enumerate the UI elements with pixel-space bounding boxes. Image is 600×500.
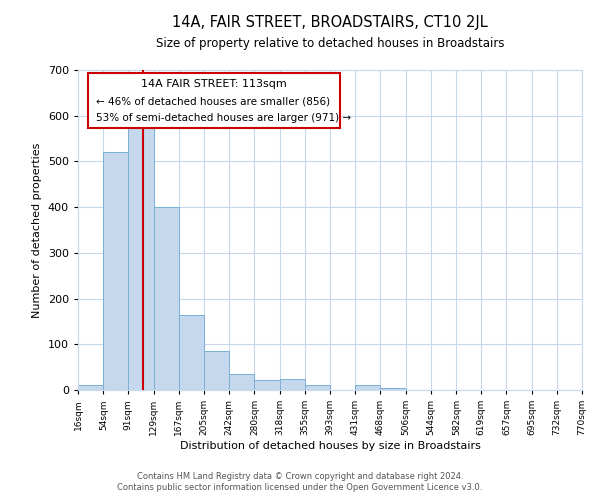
Bar bbox=[229, 374, 254, 390]
Bar bbox=[305, 384, 330, 390]
Text: Contains HM Land Registry data © Crown copyright and database right 2024.: Contains HM Land Registry data © Crown c… bbox=[137, 472, 463, 481]
Text: 53% of semi-detached houses are larger (971) →: 53% of semi-detached houses are larger (… bbox=[95, 113, 351, 123]
Bar bbox=[205, 351, 229, 390]
FancyBboxPatch shape bbox=[88, 73, 340, 128]
Y-axis label: Number of detached properties: Number of detached properties bbox=[32, 142, 42, 318]
Text: Contains public sector information licensed under the Open Government Licence v3: Contains public sector information licen… bbox=[118, 484, 482, 492]
Bar bbox=[179, 316, 205, 390]
Text: Size of property relative to detached houses in Broadstairs: Size of property relative to detached ho… bbox=[156, 38, 504, 51]
Text: 14A, FAIR STREET, BROADSTAIRS, CT10 2JL: 14A, FAIR STREET, BROADSTAIRS, CT10 2JL bbox=[172, 15, 488, 30]
Bar bbox=[128, 125, 154, 390]
Bar bbox=[380, 388, 406, 390]
Bar bbox=[280, 378, 305, 390]
Bar bbox=[355, 384, 380, 390]
Bar bbox=[254, 380, 280, 390]
Bar bbox=[103, 152, 128, 390]
Bar bbox=[78, 384, 103, 390]
X-axis label: Distribution of detached houses by size in Broadstairs: Distribution of detached houses by size … bbox=[179, 441, 481, 451]
Bar bbox=[154, 207, 179, 390]
Text: 14A FAIR STREET: 113sqm: 14A FAIR STREET: 113sqm bbox=[141, 79, 287, 89]
Text: ← 46% of detached houses are smaller (856): ← 46% of detached houses are smaller (85… bbox=[95, 96, 330, 106]
